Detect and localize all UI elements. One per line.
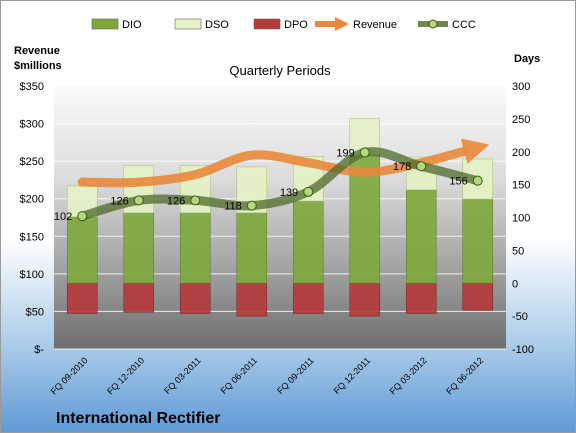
- left-tick-label: $250: [20, 156, 44, 168]
- legend-marker-ccc: [428, 19, 438, 29]
- revenue-arrowhead: [460, 138, 490, 164]
- ccc-point: [472, 175, 483, 186]
- left-tick-label: $50: [26, 306, 44, 318]
- dpo-bar: [236, 282, 268, 317]
- dpo-bar: [405, 282, 437, 314]
- company-name: International Rectifier: [56, 410, 220, 427]
- dio-bar: [66, 216, 98, 284]
- ccc-data-label: 178: [393, 161, 411, 173]
- legend-label-ccc: CCC: [452, 19, 476, 31]
- right-tick-label: 250: [512, 114, 530, 126]
- legend-label-revenue: Revenue: [353, 19, 397, 31]
- dpo-bar: [123, 282, 155, 313]
- right-tick-label: 150: [512, 180, 530, 192]
- dpo-bar: [349, 282, 381, 317]
- dpo-bar: [66, 282, 98, 314]
- legend-label-dso: DSO: [205, 19, 229, 31]
- dio-bar: [236, 212, 268, 284]
- right-tick-label: 50: [512, 245, 524, 257]
- legend-swatch-dso: [174, 18, 202, 30]
- left-tick-label: $300: [20, 119, 44, 131]
- left-tick-label: $150: [20, 231, 44, 243]
- dpo-bar: [292, 282, 324, 314]
- ccc-data-label: 126: [167, 195, 185, 207]
- ccc-line: [77, 147, 483, 222]
- ccc-data-label: 102: [54, 211, 72, 223]
- right-tick-label: 300: [512, 81, 530, 93]
- legend-label-dio: DIO: [122, 19, 142, 31]
- left-axis-ticks: $- $50 $100 $150 $200 $250 $300 $350: [20, 81, 45, 356]
- legend-swatch-dio: [91, 18, 119, 30]
- chart-title: Quarterly Periods: [229, 63, 331, 78]
- ccc-point: [303, 186, 314, 197]
- left-tick-label: $200: [20, 194, 44, 206]
- dio-bar: [123, 212, 155, 284]
- ccc-data-labels: 102 126 126 118 139 199 178 156: [54, 147, 468, 223]
- right-tick-label: 0: [512, 278, 518, 290]
- ccc-point: [359, 147, 370, 158]
- dpo-bar: [462, 282, 494, 311]
- legend-swatch-dpo: [253, 18, 281, 30]
- ccc-data-label: 139: [280, 187, 298, 199]
- right-axis-label: Days: [514, 53, 540, 65]
- left-tick-label: $350: [20, 81, 44, 93]
- ccc-point: [133, 195, 144, 206]
- dpo-bar: [179, 282, 211, 314]
- ccc-data-label: 199: [336, 147, 354, 159]
- legend: DIO DSO DPO Revenue CCC: [91, 17, 476, 31]
- dio-bar: [179, 212, 211, 284]
- ccc-line-path: [77, 147, 483, 221]
- ccc-data-label: 118: [224, 201, 242, 213]
- ccc-data-label: 126: [110, 195, 128, 207]
- ccc-point: [246, 200, 257, 211]
- right-tick-label: 100: [512, 213, 530, 225]
- left-tick-label: $100: [20, 269, 44, 281]
- ccc-point: [416, 161, 427, 172]
- ccc-data-label: 156: [449, 176, 467, 188]
- left-tick-label: $-: [34, 344, 44, 356]
- left-axis-label-line1: Revenue: [14, 45, 60, 57]
- legend-arrow-revenue: [335, 17, 349, 31]
- ccc-point: [190, 195, 201, 206]
- right-tick-label: -50: [512, 311, 528, 323]
- ccc-point: [77, 211, 88, 222]
- plot-area: [54, 86, 506, 349]
- right-tick-label: 200: [512, 147, 530, 159]
- right-axis-ticks: -100 -50 0 50 100 150 200 250 300: [512, 81, 534, 356]
- dio-bar: [462, 198, 494, 284]
- left-axis-label-line2: $millions: [14, 60, 62, 72]
- legend-label-dpo: DPO: [284, 19, 308, 31]
- dio-bar: [405, 189, 437, 284]
- right-tick-label: -100: [512, 344, 534, 356]
- dio-bar: [292, 200, 324, 284]
